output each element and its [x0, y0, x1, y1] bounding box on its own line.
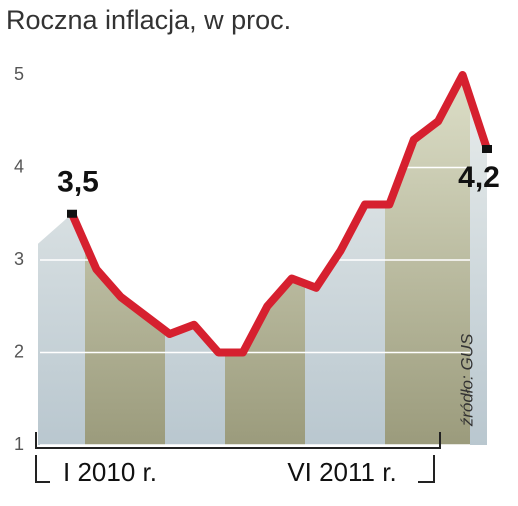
- chart-title: Roczna inflacja, w proc.: [6, 5, 291, 35]
- x-tick-label: I 2010 r.: [63, 457, 157, 487]
- area-bands: [38, 75, 487, 445]
- x-tick-label: VI 2011 r.: [287, 457, 396, 487]
- y-tick-label: 3: [14, 249, 24, 269]
- y-tick-label: 5: [14, 64, 24, 84]
- band: [225, 75, 305, 445]
- end-marker: [482, 145, 492, 153]
- band: [85, 75, 165, 445]
- band: [38, 75, 85, 445]
- data-label: 4,2: [458, 161, 500, 194]
- y-tick-label: 2: [14, 341, 24, 361]
- data-label: 3,5: [57, 166, 99, 199]
- band: [165, 75, 225, 445]
- end-marker: [67, 209, 77, 218]
- y-tick-label: 4: [14, 156, 24, 176]
- line: [68, 71, 491, 357]
- source: źródło: GUS: [457, 333, 476, 427]
- x-axis: [35, 432, 441, 483]
- y-tick-label: 1: [14, 434, 24, 454]
- band: [470, 75, 487, 445]
